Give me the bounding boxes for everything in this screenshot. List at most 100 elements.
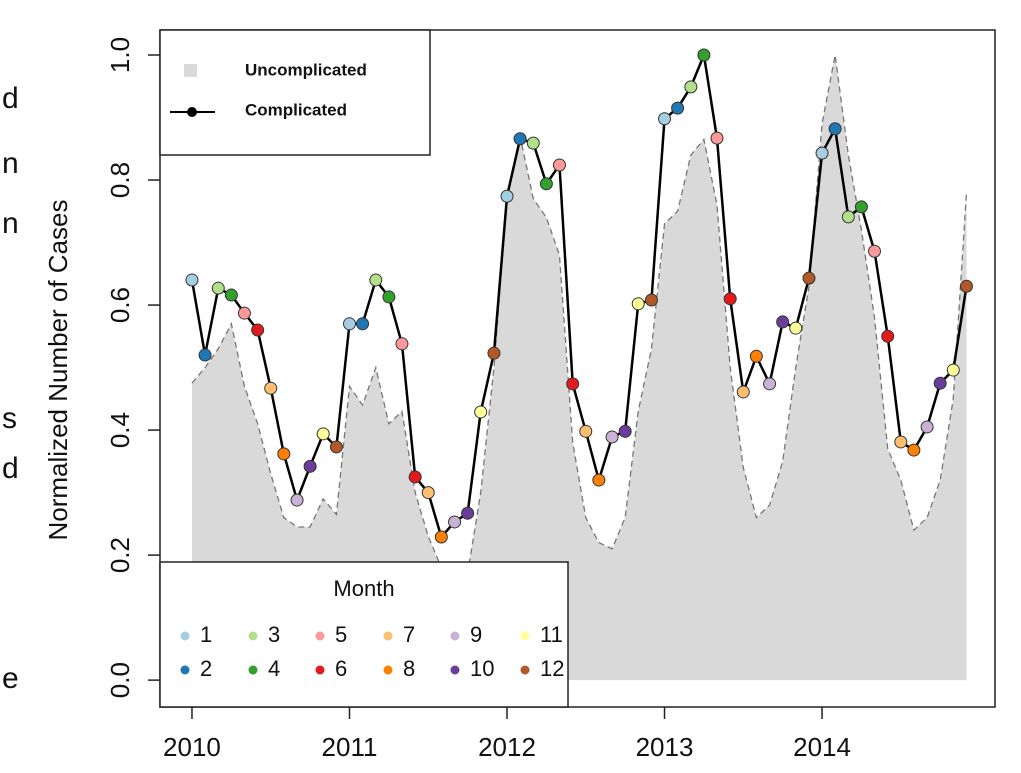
month-swatch [520, 665, 530, 675]
y-tick-label: 1.0 [105, 37, 135, 73]
month-label: 2 [200, 656, 212, 681]
point [421, 486, 435, 500]
point [710, 131, 724, 145]
x-tick-label: 2014 [793, 732, 851, 762]
point [356, 317, 370, 331]
point [631, 297, 645, 311]
y-tick-label: 0.4 [105, 412, 135, 448]
x-tick-label: 2012 [478, 732, 536, 762]
point [237, 306, 251, 320]
point [644, 293, 658, 307]
point [369, 273, 383, 287]
point [907, 443, 921, 457]
point [185, 273, 199, 287]
point [841, 210, 855, 224]
point [487, 346, 501, 360]
x-tick-label: 2010 [163, 732, 221, 762]
point [684, 80, 698, 94]
month-swatch [248, 631, 258, 641]
month-swatch [248, 665, 258, 675]
y-tick-label: 0.6 [105, 287, 135, 323]
month-swatch [450, 631, 460, 641]
point [316, 427, 330, 441]
point [224, 288, 238, 302]
legend-box [159, 29, 431, 156]
month-swatch [450, 665, 460, 675]
point [408, 470, 422, 484]
point [920, 420, 934, 434]
point [513, 132, 527, 146]
point [303, 459, 317, 473]
month-label: 9 [470, 622, 482, 647]
point [802, 271, 816, 285]
point [277, 447, 291, 461]
point [723, 292, 737, 306]
point [552, 158, 566, 172]
y-axis-label: Normalized Number of Cases [43, 199, 73, 540]
point [671, 101, 685, 115]
month-swatch [180, 665, 190, 675]
month-legend-title: Month [333, 576, 394, 601]
point [395, 337, 409, 351]
point [776, 315, 790, 329]
point [592, 473, 606, 487]
month-label: 5 [335, 622, 347, 647]
month-swatch [180, 631, 190, 641]
point [867, 244, 881, 258]
point [658, 112, 672, 126]
point [894, 435, 908, 449]
month-label: 7 [403, 622, 415, 647]
point [566, 377, 580, 391]
point [933, 376, 947, 390]
point [264, 381, 278, 395]
point [828, 122, 842, 136]
point [815, 146, 829, 160]
plot-frame [159, 29, 996, 708]
point [946, 363, 960, 377]
point [736, 385, 750, 399]
legend-label: Complicated [245, 100, 347, 119]
month-swatch [315, 631, 325, 641]
point [605, 430, 619, 444]
month-label: 4 [268, 656, 280, 681]
point [461, 506, 475, 520]
point [198, 348, 212, 362]
margin-fragment: s [2, 402, 17, 435]
margin-fragment: n [2, 207, 19, 240]
legend-label: Uncomplicated [245, 60, 367, 79]
point [290, 493, 304, 507]
margin-fragment: e [2, 662, 19, 695]
point [789, 321, 803, 335]
point [434, 530, 448, 544]
margin-fragment: d [2, 452, 19, 485]
month-legend-box [159, 561, 569, 708]
y-tick-label: 0.2 [105, 537, 135, 573]
point [211, 281, 225, 295]
point [959, 279, 973, 293]
point [763, 377, 777, 391]
point [579, 424, 593, 438]
x-tick-label: 2013 [636, 732, 694, 762]
month-label: 12 [540, 656, 564, 681]
legend-swatch [184, 64, 197, 77]
area [191, 55, 967, 681]
month-swatch [315, 665, 325, 675]
point [539, 177, 553, 191]
month-label: 8 [403, 656, 415, 681]
y-tick-label: 0.8 [105, 162, 135, 198]
month-label: 11 [540, 622, 563, 647]
point [329, 440, 343, 454]
month-swatch [520, 631, 530, 641]
point [342, 317, 356, 331]
month-swatch [383, 665, 393, 675]
month-label: 10 [470, 656, 494, 681]
margin-fragment: n [2, 147, 19, 180]
margin-fragment: d [2, 82, 19, 115]
x-tick-label: 2011 [322, 732, 378, 762]
point [749, 349, 763, 363]
y-tick-label: 0.0 [105, 662, 135, 698]
month-label: 1 [200, 622, 212, 647]
point [526, 136, 540, 150]
month-label: 3 [268, 622, 280, 647]
